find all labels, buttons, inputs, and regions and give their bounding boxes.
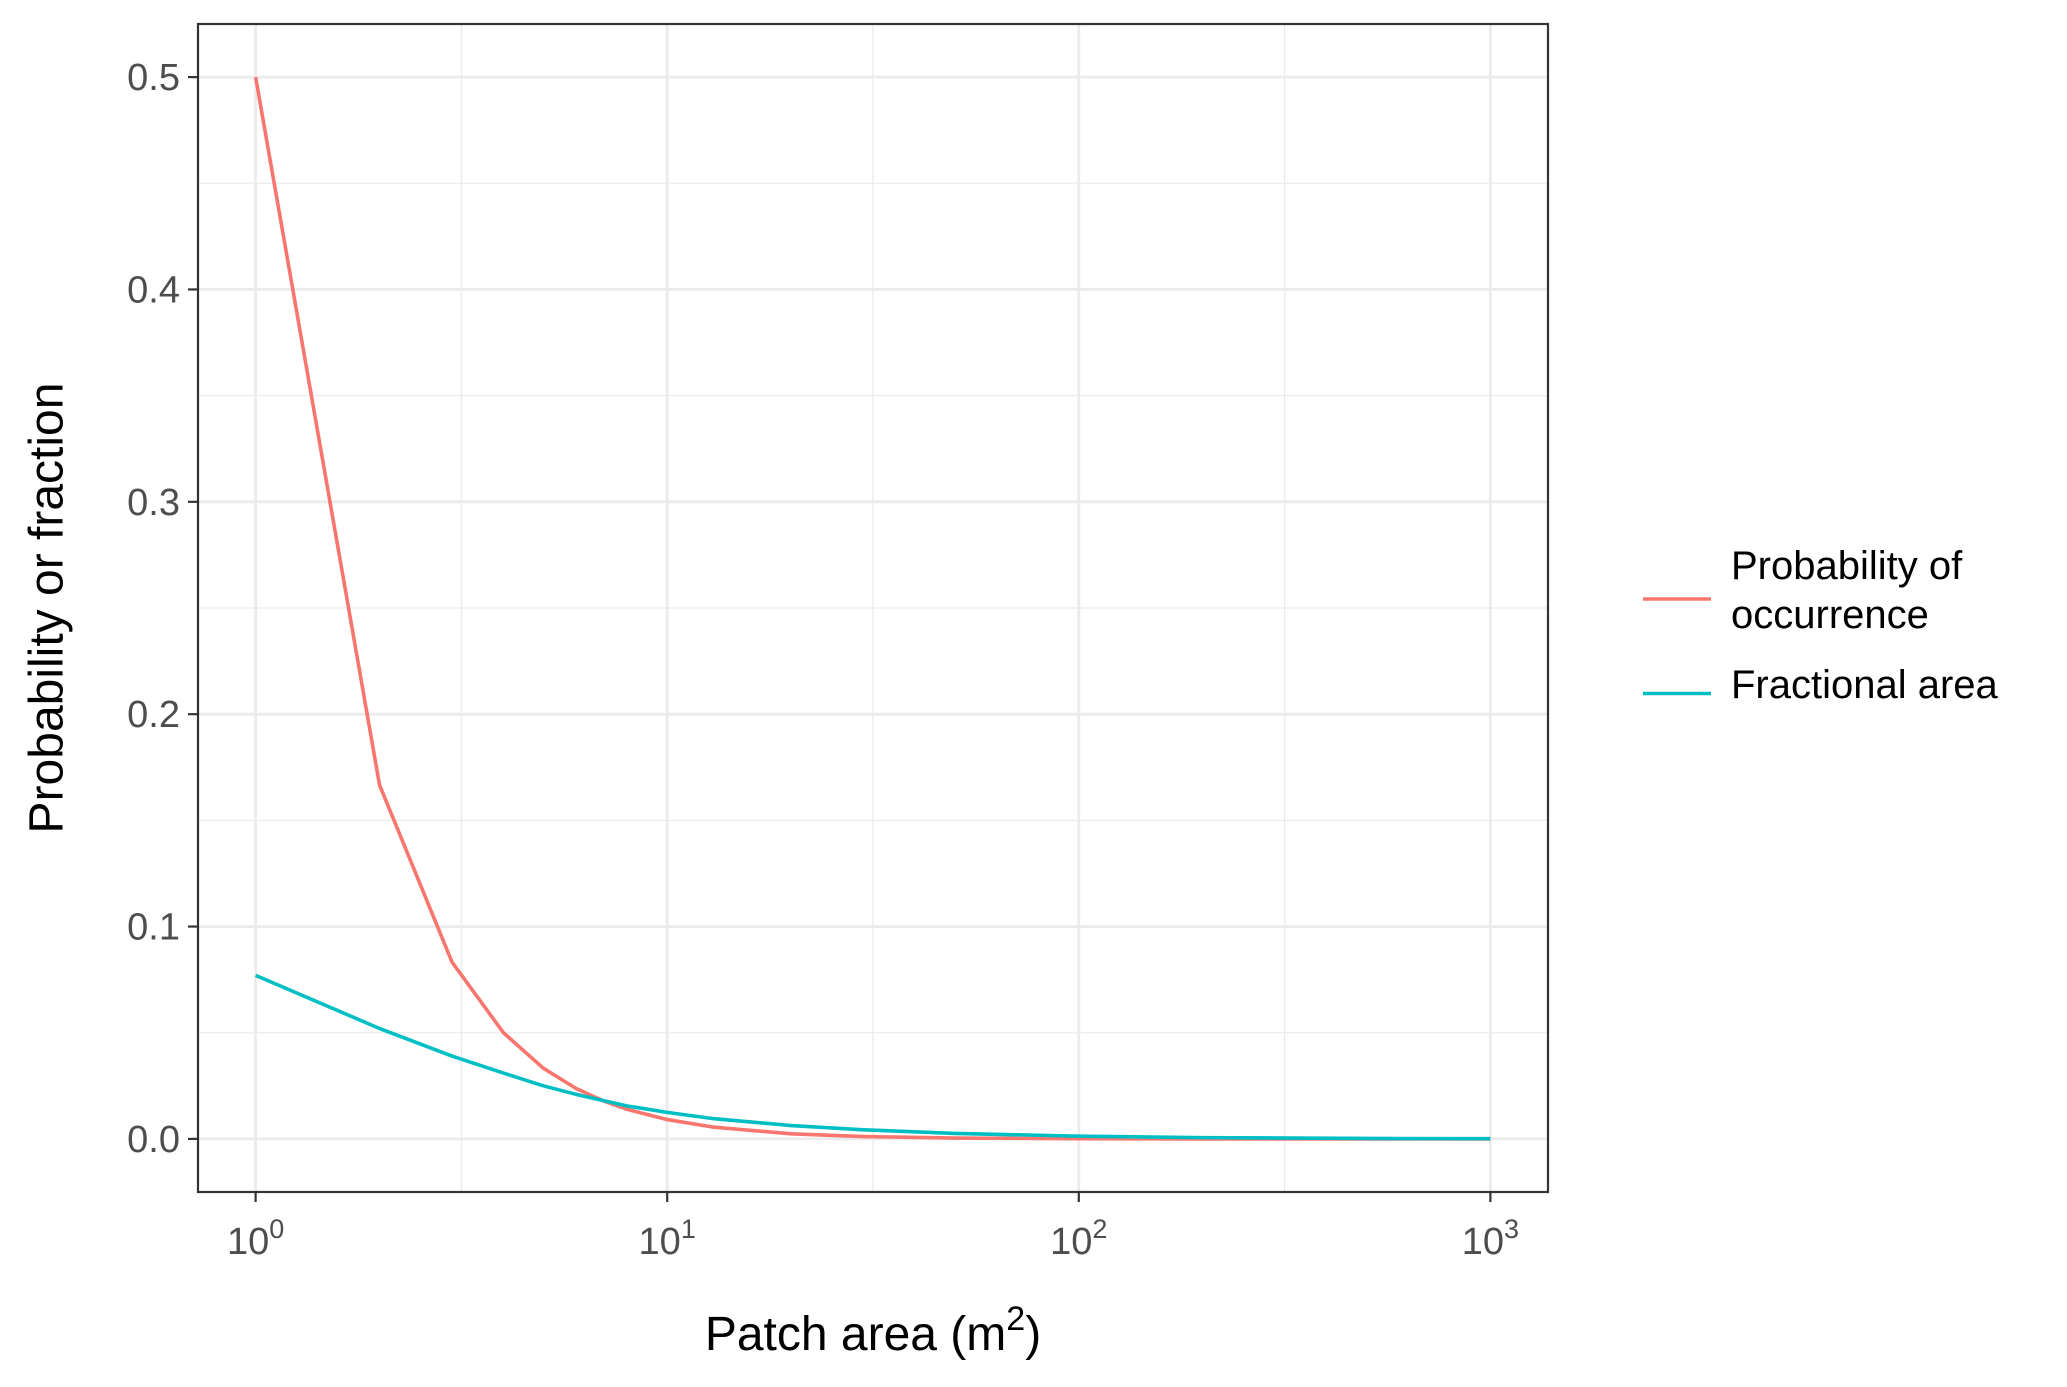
x-axis-ticks: 100 101 102 103 <box>227 1192 1519 1263</box>
x-axis-title-close: ) <box>1025 1308 1041 1361</box>
series-layer <box>253 76 1491 1141</box>
legend-label: Probability of <box>1731 544 1963 588</box>
y-axis-ticks: 0.0 0.1 0.2 0.3 0.4 0.5 <box>127 57 198 1161</box>
series-line-1 <box>253 76 1491 1141</box>
x-tick-label: 100 <box>227 1214 284 1263</box>
x-tick-label: 103 <box>1462 1214 1519 1263</box>
y-tick-label: 0.0 <box>127 1119 180 1161</box>
y-tick-label: 0.4 <box>127 269 180 311</box>
series-line-2 <box>254 973 1491 1141</box>
y-axis-title: Probability or fraction <box>21 383 74 834</box>
x-tick-label: 101 <box>639 1214 696 1263</box>
y-tick-label: 0.1 <box>127 907 180 949</box>
legend-label: Fractional area <box>1731 663 1999 707</box>
plot-panel-border <box>196 22 1550 1194</box>
y-tick-label: 0.3 <box>127 482 180 524</box>
y-tick-label: 0.2 <box>127 694 180 736</box>
x-axis-title-main: Patch area (m <box>705 1308 1006 1361</box>
y-tick-label: 0.5 <box>127 57 180 99</box>
minor-gridlines <box>198 24 1548 1192</box>
legend: Probability of occurrence Fractional area <box>1643 544 1999 707</box>
x-axis-title-superscript: 2 <box>1006 1300 1025 1338</box>
x-axis-title: Patch area (m2) <box>705 1300 1041 1361</box>
x-tick-label: 102 <box>1050 1214 1107 1263</box>
legend-label: occurrence <box>1731 593 1929 637</box>
major-gridlines <box>198 24 1548 1192</box>
